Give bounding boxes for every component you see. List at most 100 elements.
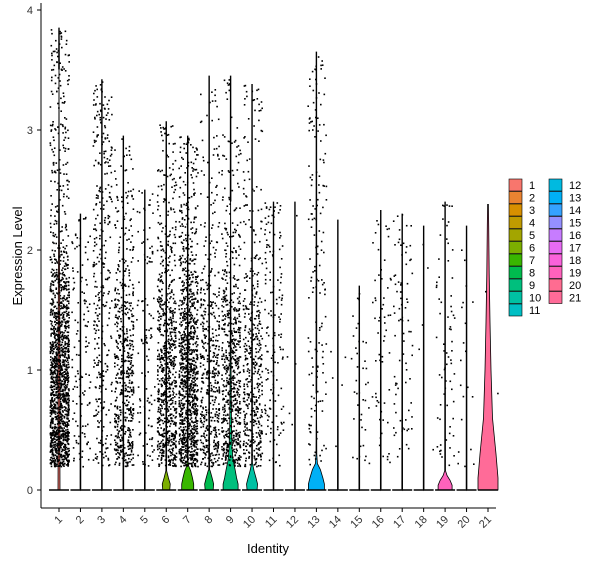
- data-point: [93, 275, 95, 278]
- data-point: [178, 259, 180, 261]
- data-point: [132, 417, 134, 420]
- data-point: [122, 401, 124, 404]
- data-point: [95, 203, 98, 205]
- data-point: [121, 437, 124, 440]
- data-point: [190, 443, 192, 446]
- violin-13: [306, 51, 327, 491]
- data-point: [167, 441, 169, 444]
- data-point: [100, 257, 102, 260]
- data-point: [103, 244, 105, 247]
- data-point: [55, 444, 57, 447]
- data-point: [180, 314, 182, 316]
- data-point: [187, 444, 189, 447]
- data-point: [189, 338, 192, 340]
- data-point: [165, 314, 167, 316]
- data-point: [167, 456, 170, 459]
- data-point: [120, 360, 123, 363]
- data-point: [59, 395, 62, 397]
- data-point: [130, 158, 133, 161]
- data-point: [161, 272, 163, 274]
- data-point: [200, 303, 203, 305]
- data-point: [55, 434, 57, 436]
- data-point: [127, 448, 130, 450]
- data-point: [54, 74, 57, 77]
- data-point: [206, 114, 208, 117]
- data-point: [150, 334, 152, 336]
- data-point: [59, 185, 62, 187]
- data-point: [174, 226, 177, 228]
- data-point: [159, 223, 161, 226]
- data-point: [61, 376, 63, 378]
- data-point: [211, 91, 213, 93]
- data-point: [93, 328, 96, 330]
- data-point: [172, 387, 175, 390]
- data-point: [191, 401, 193, 403]
- data-point: [174, 444, 177, 446]
- data-point: [178, 392, 180, 395]
- data-point: [132, 392, 135, 394]
- data-point: [205, 377, 208, 379]
- data-point: [53, 171, 56, 173]
- data-point: [179, 332, 181, 334]
- data-point: [51, 347, 54, 349]
- data-point: [56, 342, 59, 345]
- data-point: [58, 247, 61, 249]
- data-point: [103, 456, 105, 459]
- data-point: [185, 385, 188, 388]
- data-point: [49, 256, 52, 258]
- data-point: [86, 345, 89, 347]
- data-point: [203, 299, 205, 301]
- data-point: [119, 341, 122, 343]
- data-point: [179, 151, 182, 153]
- data-point: [131, 369, 133, 372]
- data-point: [183, 219, 186, 221]
- data-point: [49, 290, 52, 292]
- data-point: [99, 398, 101, 400]
- data-point: [164, 251, 167, 254]
- data-point: [160, 185, 163, 187]
- data-point: [51, 203, 53, 205]
- data-point: [196, 427, 199, 430]
- data-point: [159, 442, 162, 445]
- data-point: [131, 444, 134, 446]
- data-point: [179, 312, 182, 315]
- data-point: [49, 409, 52, 412]
- data-point: [128, 457, 130, 460]
- data-point: [54, 275, 56, 277]
- data-point: [204, 342, 207, 344]
- data-point: [178, 427, 181, 430]
- data-point: [189, 401, 192, 404]
- data-point: [105, 438, 107, 440]
- data-point: [118, 334, 120, 337]
- data-point: [196, 430, 198, 433]
- data-point: [64, 424, 67, 426]
- data-point: [64, 352, 66, 355]
- data-point: [58, 281, 61, 283]
- data-point: [192, 461, 194, 464]
- data-point: [157, 393, 160, 396]
- data-point: [128, 274, 130, 277]
- data-point: [118, 337, 121, 339]
- data-point: [143, 253, 146, 256]
- data-point: [151, 445, 153, 447]
- data-point: [58, 459, 60, 461]
- data-point: [211, 313, 213, 316]
- data-point: [101, 337, 103, 340]
- data-point: [195, 345, 198, 348]
- data-point: [59, 259, 62, 262]
- data-point: [202, 382, 205, 384]
- data-point: [104, 278, 107, 281]
- data-point: [65, 297, 68, 299]
- data-point: [129, 447, 131, 450]
- data-point: [85, 336, 87, 339]
- data-point: [168, 338, 170, 341]
- data-point: [163, 450, 165, 452]
- data-point: [207, 161, 209, 164]
- data-point: [57, 126, 59, 128]
- data-point: [121, 342, 123, 345]
- data-point: [216, 449, 219, 451]
- data-point: [208, 376, 210, 379]
- data-point: [65, 451, 67, 454]
- data-point: [196, 425, 198, 427]
- data-point: [130, 458, 133, 461]
